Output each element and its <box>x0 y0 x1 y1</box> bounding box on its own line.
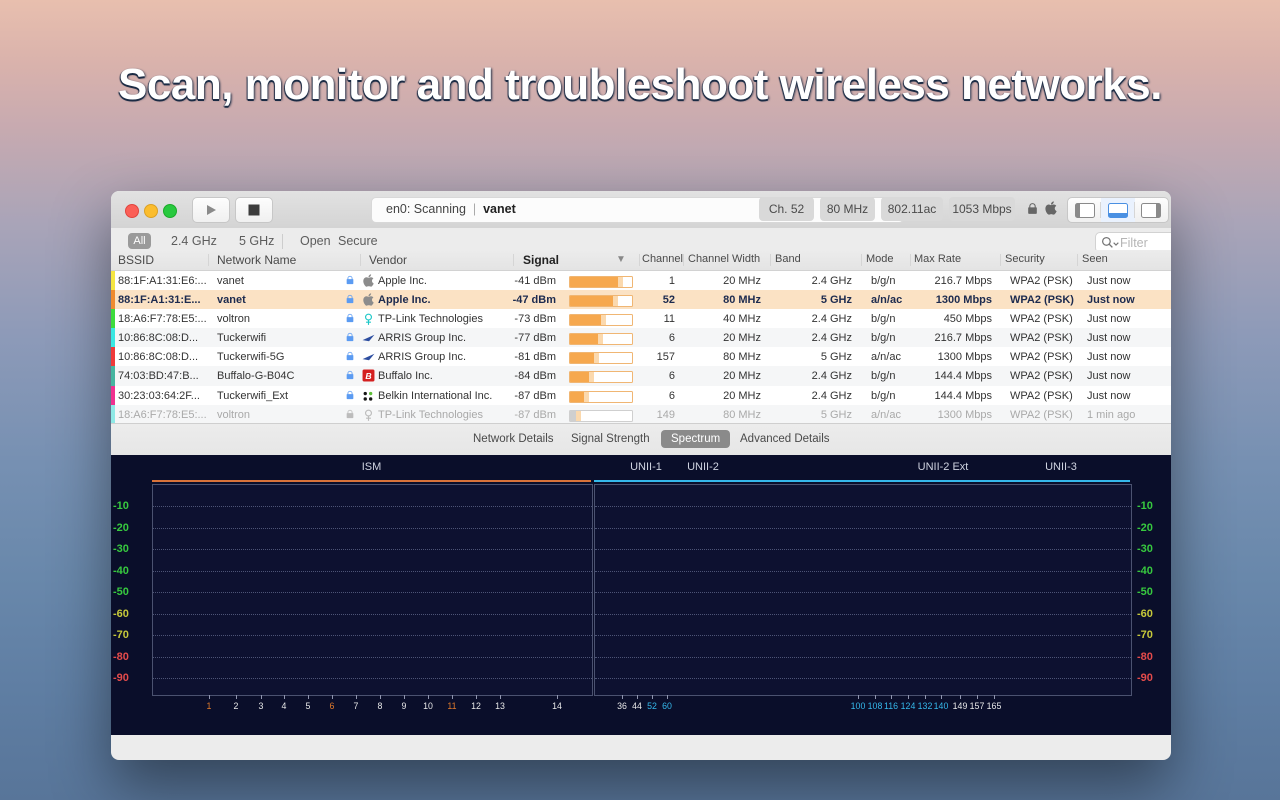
svg-text:B: B <box>365 371 371 381</box>
